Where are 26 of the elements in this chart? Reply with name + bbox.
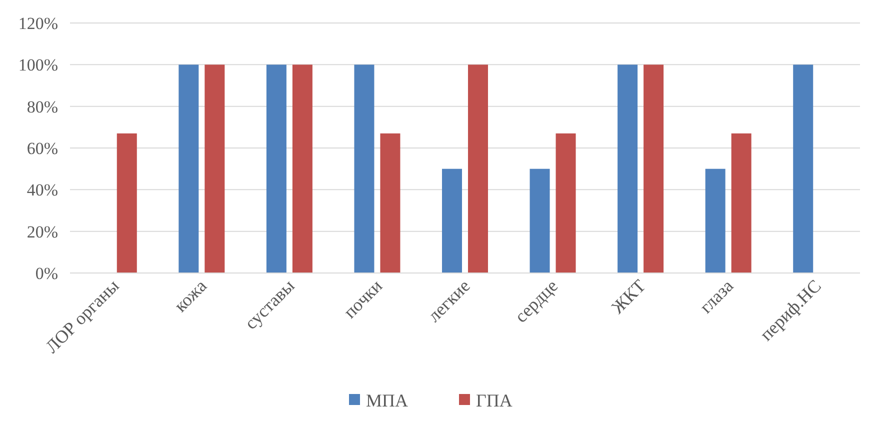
bar — [731, 133, 752, 273]
bar — [380, 133, 400, 273]
bar — [556, 133, 576, 273]
y-tick-label: 80% — [26, 97, 58, 116]
x-tick-label: кожа — [170, 276, 210, 316]
legend-label: МПА — [366, 390, 408, 410]
bar — [530, 168, 550, 273]
bar — [705, 168, 726, 273]
bar — [266, 64, 286, 273]
bar — [793, 64, 814, 273]
bar — [468, 64, 488, 273]
y-tick-label: 100% — [18, 56, 58, 75]
y-tick-label: 120% — [18, 14, 58, 33]
bar — [618, 64, 638, 273]
y-tick-label: 60% — [26, 138, 58, 158]
bar — [442, 168, 462, 273]
bar — [292, 64, 312, 273]
y-tick-label: 40% — [26, 180, 58, 200]
y-tick-label: 20% — [26, 222, 58, 242]
bar — [116, 133, 137, 273]
bar — [644, 64, 664, 273]
legend-label: ГПА — [476, 390, 512, 410]
bar — [204, 64, 225, 273]
bar — [178, 64, 199, 273]
bar — [354, 64, 374, 273]
y-tick-label: 0% — [35, 264, 58, 283]
